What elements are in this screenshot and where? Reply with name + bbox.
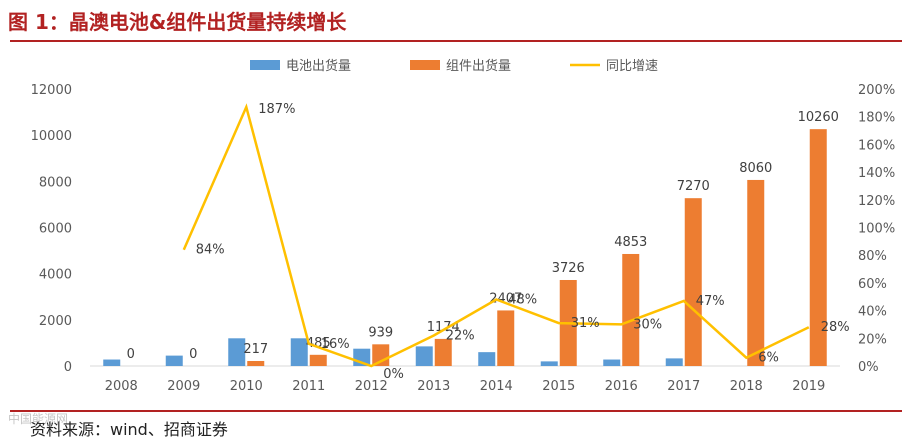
right-axis-tick-label: 200%: [858, 83, 895, 98]
module-data-label: 485: [306, 336, 331, 351]
module-data-label: 10260: [798, 110, 839, 125]
right-axis-tick-label: 120%: [858, 194, 895, 209]
right-axis-tick-label: 160%: [858, 138, 895, 153]
growth-rate-line: [182, 103, 810, 368]
module-data-label: 3726: [552, 261, 585, 276]
x-axis-tick-label: 2009: [167, 379, 200, 394]
module-data-label: 1174: [427, 320, 460, 335]
combo-chart: 0 2000 4000 6000 8000 10000 12000 0% 20% 40% 60% 80…: [31, 58, 896, 394]
bar-module-shipment: [747, 179, 765, 366]
bar-module-shipment: [434, 338, 452, 366]
bar-cell-shipment: [478, 352, 496, 366]
bar-module-shipment: [622, 253, 640, 366]
legend-label-growth: 同比增速: [606, 59, 658, 74]
module-data-label: 7270: [677, 179, 710, 194]
bar-cell-shipment: [165, 355, 183, 366]
title-divider: [10, 40, 902, 42]
growth-data-label: 47%: [696, 294, 725, 309]
right-axis-tick-label: 100%: [858, 222, 895, 237]
growth-data-label: 30%: [633, 317, 662, 332]
x-axis-tick-label: 2014: [480, 379, 513, 394]
bar-cell-shipment: [290, 338, 308, 366]
bar-cell-shipment: [103, 359, 121, 366]
right-axis-tick-label: 20%: [858, 332, 887, 347]
x-axis-tick-label: 2013: [417, 379, 450, 394]
watermark-text: 中国能源网: [8, 412, 69, 426]
module-data-label: 939: [368, 325, 393, 340]
bar-module-shipment: [684, 198, 702, 366]
x-axis-tick-label: 2016: [605, 379, 638, 394]
module-data-label: 2407: [489, 291, 522, 306]
growth-data-label: 84%: [196, 243, 225, 258]
left-axis-tick-label: 6000: [39, 222, 72, 237]
legend-swatch-module: [410, 60, 440, 70]
growth-data-label: 48%: [508, 293, 537, 308]
source-note: 资料来源：wind、招商证券: [30, 420, 228, 439]
growth-data-label: 28%: [821, 320, 850, 335]
x-axis-tick-label: 2010: [230, 379, 263, 394]
legend-label-cell: 电池出货量: [286, 58, 351, 74]
bar-cell-shipment: [665, 358, 683, 366]
growth-data-label: 187%: [258, 102, 295, 117]
left-axis-tick-label: 8000: [39, 175, 72, 190]
left-axis-tick-label: 10000: [31, 129, 72, 144]
growth-data-label: 31%: [571, 316, 600, 331]
left-axis-tick-label: 0: [64, 360, 72, 375]
growth-data-label: 0%: [383, 367, 404, 382]
bar-cell-shipment: [540, 361, 558, 366]
left-axis-tick-label: 12000: [31, 83, 72, 98]
right-axis-tick-label: 80%: [858, 249, 887, 264]
bar-module-shipment: [309, 354, 327, 366]
module-data-label: 217: [243, 342, 268, 357]
bar-module-shipment: [809, 129, 827, 366]
module-data-label: 4853: [614, 235, 647, 250]
legend-label-module: 组件出货量: [446, 58, 511, 74]
right-axis-tick-label: 180%: [858, 111, 895, 126]
bar-module-shipment: [497, 310, 515, 366]
x-axis-tick-label: 2018: [730, 379, 763, 394]
bar-cell-shipment: [228, 338, 246, 366]
module-data-label: 0: [189, 347, 197, 362]
growth-data-label: 6%: [758, 351, 779, 366]
bar-module-shipment: [247, 360, 265, 366]
left-axis-tick-label: 4000: [39, 268, 72, 283]
module-data-label: 0: [127, 347, 135, 362]
x-axis-tick-label: 2015: [542, 379, 575, 394]
right-axis-tick-label: 40%: [858, 305, 887, 320]
x-axis-tick-label: 2017: [667, 379, 700, 394]
growth-data-label: 22%: [446, 329, 475, 344]
growth-data-label: 16%: [321, 337, 350, 352]
bar-cell-shipment: [603, 359, 621, 366]
x-axis-tick-label: 2012: [355, 379, 388, 394]
module-data-label: 8060: [739, 161, 772, 176]
left-axis-tick-label: 2000: [39, 314, 72, 329]
x-axis-tick-label: 2008: [105, 379, 138, 394]
right-axis-tick-label: 0%: [858, 360, 879, 375]
source-divider: [10, 410, 902, 412]
figure-title: 图 1：晶澳电池&组件出货量持续增长: [8, 10, 347, 34]
bar-cell-shipment: [415, 346, 433, 366]
right-axis-tick-label: 140%: [858, 166, 895, 181]
right-axis-tick-label: 60%: [858, 277, 887, 292]
x-axis-tick-label: 2011: [292, 379, 325, 394]
legend-swatch-cell: [250, 60, 280, 70]
x-axis-tick-label: 2019: [792, 379, 825, 394]
